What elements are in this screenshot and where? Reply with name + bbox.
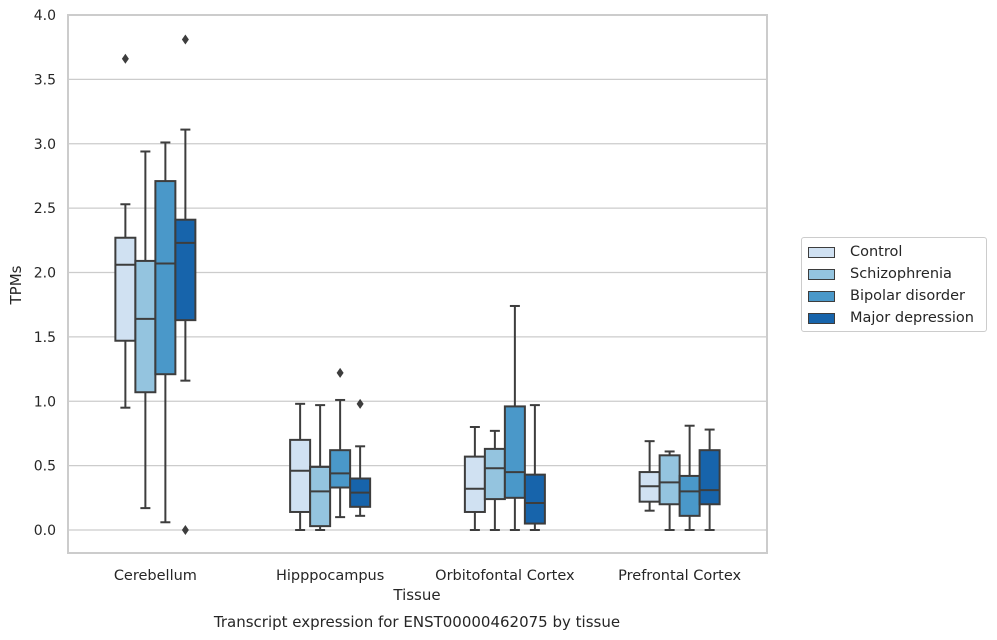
box-control-orbitofontal-cortex xyxy=(463,426,486,531)
box-schizophrenia-cerebellum xyxy=(134,150,157,510)
box-major-depression-prefrontal-cortex xyxy=(698,428,721,531)
iqr-box xyxy=(289,438,312,513)
chart-title: Transcript expression for ENST0000046207… xyxy=(213,613,620,631)
legend-label-control: Control xyxy=(850,244,903,260)
x-tick-label: Prefrontal Cortex xyxy=(618,568,741,584)
y-tick-label: 2.0 xyxy=(34,266,56,282)
legend-label-schizophrenia: Schizophrenia xyxy=(850,266,952,282)
x-axis-label: Tissue xyxy=(392,586,440,604)
legend-item-control: Control xyxy=(808,243,902,261)
iqr-box xyxy=(678,474,701,517)
legend: Control Schizophrenia Bipolar disorder M… xyxy=(801,237,987,332)
iqr-box xyxy=(463,455,486,513)
x-tick-label: Hipppocampus xyxy=(276,568,384,584)
y-axis-label: TPMs xyxy=(7,265,25,305)
iqr-box xyxy=(503,405,526,499)
iqr-box xyxy=(523,473,546,525)
box-major-depression-orbitofontal-cortex xyxy=(523,404,546,531)
iqr-box xyxy=(154,180,177,376)
box-major-depression-cerebellum xyxy=(174,34,197,535)
box-bipolar-disorder-hipppocampus xyxy=(329,367,352,519)
outlier-point xyxy=(356,398,364,409)
iqr-box xyxy=(134,259,157,394)
y-tick-label: 1.0 xyxy=(34,394,56,410)
x-tick-label: Cerebellum xyxy=(114,568,197,584)
y-tick-label: 4.0 xyxy=(34,8,56,24)
legend-swatch-schizophrenia xyxy=(808,268,835,280)
box-bipolar-disorder-prefrontal-cortex xyxy=(678,424,701,531)
iqr-box xyxy=(174,218,197,322)
box-control-cerebellum xyxy=(114,53,137,409)
legend-label-bipolar-disorder: Bipolar disorder xyxy=(850,288,965,304)
iqr-box xyxy=(309,465,332,528)
y-tick-label: 3.0 xyxy=(34,137,56,153)
legend-item-schizophrenia: Schizophrenia xyxy=(808,265,952,283)
outlier-point xyxy=(336,367,344,378)
outlier-point xyxy=(181,34,189,45)
box-groups xyxy=(114,34,721,535)
box-major-depression-hipppocampus xyxy=(349,398,372,517)
box-control-prefrontal-cortex xyxy=(638,440,661,512)
box-schizophrenia-prefrontal-cortex xyxy=(658,450,681,531)
x-tick-label: Orbitofontal Cortex xyxy=(435,568,575,584)
y-tick-label: 2.5 xyxy=(34,201,56,217)
box-control-hipppocampus xyxy=(289,402,312,531)
iqr-box xyxy=(114,236,137,342)
legend-item-major-depression: Major depression xyxy=(808,309,974,327)
y-tick-label: 3.5 xyxy=(34,72,56,88)
box-bipolar-disorder-orbitofontal-cortex xyxy=(503,304,526,531)
y-tick-label: 1.5 xyxy=(34,330,56,346)
iqr-box xyxy=(483,447,506,501)
box-bipolar-disorder-cerebellum xyxy=(154,141,177,524)
outlier-point xyxy=(181,525,189,535)
plot-area-frame xyxy=(67,14,768,554)
legend-label-major-depression: Major depression xyxy=(850,310,974,326)
iqr-box xyxy=(698,449,721,506)
legend-swatch-bipolar-disorder xyxy=(808,290,835,302)
y-tick-label: 0.0 xyxy=(34,523,56,539)
iqr-box xyxy=(658,454,681,506)
box-schizophrenia-hipppocampus xyxy=(309,404,332,531)
iqr-box xyxy=(329,449,352,489)
y-tick-labels: 0.0 0.5 1.0 1.5 2.0 2.5 3.0 3.5 4.0 xyxy=(34,8,56,539)
legend-swatch-major-depression xyxy=(808,312,835,324)
legend-item-bipolar-disorder: Bipolar disorder xyxy=(808,287,965,305)
box-schizophrenia-orbitofontal-cortex xyxy=(483,429,506,531)
x-tick-labels: Cerebellum Hipppocampus Orbitofontal Corte… xyxy=(114,568,742,584)
outlier-point xyxy=(121,53,129,64)
legend-swatch-control xyxy=(808,246,835,258)
y-tick-label: 0.5 xyxy=(34,459,56,475)
